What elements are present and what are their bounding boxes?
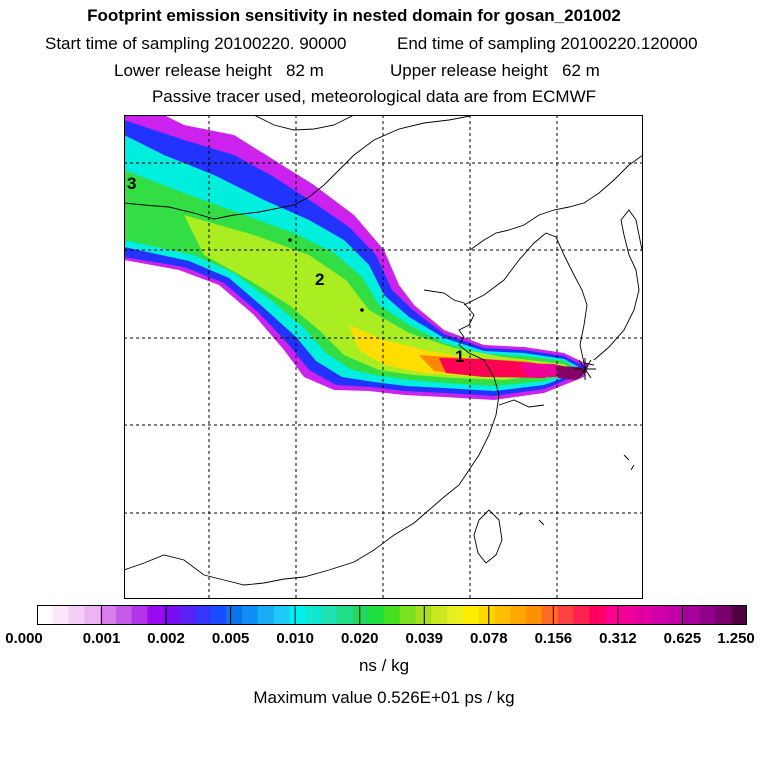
colorbar-segment <box>494 605 511 625</box>
colorbar-segment <box>257 605 275 625</box>
lat-lon-grid <box>124 115 643 599</box>
colorbar-tick-label: 0.312 <box>599 630 637 647</box>
plume-layer-3 <box>124 170 576 386</box>
colorbar-segment <box>510 605 527 625</box>
colorbar-segment <box>100 605 117 625</box>
colorbar-segment <box>683 605 701 625</box>
colorbar-frame <box>37 605 747 625</box>
city-dot <box>288 238 292 242</box>
lower-release-height: Lower release height 82 m <box>114 61 324 80</box>
colorbar-segment <box>210 605 227 625</box>
colorbar-segment <box>557 605 574 625</box>
colorbar-tick-label: 0.002 <box>147 630 185 647</box>
colorbar-segment <box>605 605 622 625</box>
colorbar-segment <box>478 605 495 625</box>
colorbar-segment <box>242 605 259 625</box>
colorbar-segment <box>589 605 606 625</box>
colorbar <box>37 605 747 625</box>
colorbar-tick-label: 0.156 <box>534 630 573 647</box>
tracer-note: Passive tracer used, meteorological data… <box>151 87 597 106</box>
colorbar-segment <box>573 605 590 625</box>
colorbar-tick-label: 1.250 <box>717 630 755 647</box>
colorbar-segment <box>699 605 716 625</box>
map-frame <box>124 115 643 599</box>
colorbar-units: ns / kg <box>358 656 410 675</box>
colorbar-segment <box>368 605 385 625</box>
end-time: End time of sampling 20100220.120000 <box>397 34 698 53</box>
colorbar-tick-label: 0.039 <box>405 630 444 647</box>
colorbar-segment <box>131 605 148 625</box>
coastlines <box>124 115 643 586</box>
colorbar-segment <box>731 605 747 625</box>
footprint-map <box>124 115 643 599</box>
colorbar-segment <box>226 605 243 625</box>
colorbar-segment <box>431 605 448 625</box>
upper-release-height: Upper release height 62 m <box>390 61 600 80</box>
region-label-3: 3 <box>127 174 137 193</box>
colorbar-segment <box>289 605 306 625</box>
colorbar-tick-label: 0.000 <box>5 630 43 647</box>
colorbar-tick-label: 0.001 <box>82 630 121 647</box>
colorbar-segment <box>68 605 85 625</box>
gosan-receptor-star <box>574 358 596 380</box>
colorbar-tick-label: 0.078 <box>470 630 508 647</box>
maximum-value: Maximum value 0.526E+01 ps / kg <box>253 688 515 707</box>
colorbar-segment <box>447 605 464 625</box>
start-time: Start time of sampling 20100220. 90000 <box>45 34 347 53</box>
colorbar-tick-label: 0.005 <box>211 630 250 647</box>
sensitivity-plume <box>124 115 589 400</box>
colorbar-segment <box>273 605 290 625</box>
colorbar-segment <box>463 605 480 625</box>
colorbar-segment <box>194 605 211 625</box>
colorbar-tick-label: 0.020 <box>340 630 379 647</box>
colorbar-segment <box>84 605 101 625</box>
region-label-2: 2 <box>315 270 325 289</box>
colorbar-segment <box>620 605 637 625</box>
colorbar-segment <box>352 605 369 625</box>
colorbar-segment <box>541 605 559 625</box>
colorbar-segment <box>305 605 322 625</box>
colorbar-segment <box>336 605 353 625</box>
colorbar-segment <box>526 605 543 625</box>
plume-layer-2 <box>124 135 579 391</box>
colorbar-segment <box>115 605 133 625</box>
colorbar-tick-label: 0.010 <box>276 630 314 647</box>
figure-title: Footprint emission sensitivity in nested… <box>87 6 621 25</box>
colorbar-segment <box>52 605 69 625</box>
colorbar-segment <box>668 605 685 625</box>
colorbar-tick-label: 0.625 <box>663 630 702 647</box>
colorbar-segment <box>715 605 732 625</box>
colorbar-segment <box>384 605 401 625</box>
colorbar-segment <box>652 605 669 625</box>
colorbar-segment <box>321 605 338 625</box>
colorbar-segment <box>415 605 432 625</box>
region-label-1: 1 <box>455 347 465 366</box>
plume-layer-4 <box>184 215 572 380</box>
colorbar-segment <box>163 605 180 625</box>
colorbar-segment <box>37 605 54 625</box>
colorbar-segment <box>179 605 196 625</box>
city-dot <box>360 308 364 312</box>
colorbar-segment <box>636 605 653 625</box>
colorbar-segment <box>147 605 164 625</box>
colorbar-segment <box>399 605 417 625</box>
